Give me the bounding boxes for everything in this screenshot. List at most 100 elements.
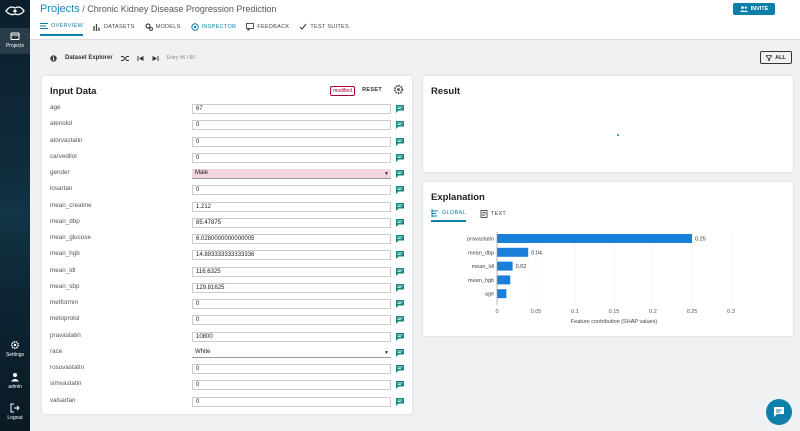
chat-support-button[interactable] (766, 399, 792, 425)
input-field-row-mean-hgb: mean_hgb 14.893333333333336 (50, 249, 404, 263)
category-label: mean_hgb (468, 278, 494, 284)
input-field-row-atenolol: atenolol 0 (50, 119, 404, 133)
input-losartan[interactable]: 0 (192, 185, 391, 196)
feedback-comment-icon[interactable] (396, 121, 404, 130)
test-suites-icon (299, 23, 307, 30)
field-label: age (50, 104, 61, 111)
feedback-comment-icon[interactable] (396, 202, 404, 211)
input-rosuvastatin[interactable]: 0 (192, 364, 391, 374)
feedback-comment-icon[interactable] (396, 348, 404, 357)
input-field-row-losartan: losartan 0 (50, 184, 404, 198)
filter-all-button[interactable]: ALL (760, 51, 792, 64)
input-mean-glucose[interactable]: 6.0280000000000005 (192, 234, 391, 244)
chevron-down-icon: ▼ (384, 349, 389, 356)
feedback-comment-icon[interactable] (396, 381, 404, 390)
feedback-icon (246, 23, 255, 31)
chat-icon (774, 407, 784, 417)
explanation-panel: Explanation GLOBAL TEXT 0 0.05 0.1 0.15 0.2 0… (423, 182, 793, 336)
shuffle-icon[interactable] (120, 55, 129, 62)
input-valsartan[interactable]: 0 (192, 396, 391, 407)
category-label: pravastatin (467, 237, 494, 243)
feedback-comment-icon[interactable] (396, 153, 404, 162)
bar-mean-hgb (497, 275, 511, 285)
input-mean-sbp[interactable]: 129.81625 (192, 282, 391, 293)
feedback-comment-icon[interactable] (396, 365, 404, 373)
sidebar-item-projects[interactable]: Projects (0, 28, 30, 54)
feedback-comment-icon[interactable] (396, 283, 404, 292)
field-label: atorvastatin (50, 136, 83, 144)
category-label: mean_dbp (468, 250, 494, 256)
tab-label: FEEDBACK (257, 24, 290, 30)
input-metformin[interactable]: 0 (192, 299, 391, 309)
input-field-row-mean-glucose: mean_glucose 6.0280000000000005 (50, 233, 404, 247)
input-field-row-age: age 67 (50, 103, 404, 117)
input-mean-creatine[interactable]: 1.212 (192, 201, 391, 212)
input-mean-hgb[interactable]: 14.893333333333336 (192, 250, 391, 261)
skip-previous-icon[interactable] (137, 55, 144, 62)
tab-global[interactable]: GLOBAL (431, 209, 466, 222)
feedback-comment-icon[interactable] (396, 137, 404, 146)
sidebar-item-label: Logout (7, 415, 23, 421)
list-icon (40, 23, 48, 29)
field-value: 0 (196, 154, 200, 161)
input-data-title: Input Data (50, 86, 97, 97)
reset-button[interactable]: RESET (362, 87, 382, 93)
shap-bar-chart: 0 0.05 0.1 0.15 0.2 0.25 0.3 pravastatin 0.25 mea… (467, 232, 735, 325)
feedback-comment-icon[interactable] (396, 397, 404, 406)
sidebar-item-label: Projects (5, 43, 25, 49)
invite-button[interactable]: INVITE (733, 3, 775, 15)
x-tick-label: 0.1 (571, 309, 579, 315)
feedback-comment-icon[interactable] (396, 251, 404, 260)
tab-label: DATASETS (103, 24, 135, 30)
bar-chart-icon (93, 24, 100, 31)
info-icon[interactable] (50, 54, 57, 62)
x-axis-title: Feature contribution (SHAP values) (571, 319, 658, 325)
feedback-comment-icon[interactable] (396, 218, 404, 227)
tab-overview[interactable]: OVERVIEW (40, 22, 83, 36)
feedback-comment-icon[interactable] (396, 300, 404, 308)
input-pravastatin[interactable]: 10800 (192, 331, 391, 342)
result-loading-dot (617, 134, 619, 136)
feedback-comment-icon[interactable] (396, 316, 404, 325)
giskard-logo-icon[interactable] (4, 4, 26, 18)
select-race[interactable]: White ▼ (192, 347, 391, 358)
field-label: race (50, 347, 63, 355)
tab-test-suites[interactable]: TEST SUITES (299, 22, 349, 36)
tab-models[interactable]: MODELS (144, 22, 181, 36)
field-value: 0 (196, 122, 200, 129)
gear-icon[interactable] (393, 84, 404, 95)
tab-inspector[interactable]: INSPECTOR (190, 22, 237, 36)
explanation-tabs: GLOBAL TEXT (431, 209, 506, 222)
input-field-row-simvastatin: simvastatin 0 (50, 379, 404, 393)
input-simvastatin[interactable]: 0 (192, 380, 391, 391)
feedback-comment-icon[interactable] (396, 332, 404, 341)
sidebar-item-settings[interactable]: Settings (0, 340, 30, 358)
input-field-row-carvedilol: carvedilol 0 (50, 152, 404, 166)
input-mean-dbp[interactable]: 85.47875 (192, 217, 391, 228)
tab-datasets[interactable]: DATASETS (93, 22, 135, 36)
user-icon (11, 373, 19, 382)
sidebar-item-label: Settings (5, 352, 25, 358)
tab-feedback[interactable]: FEEDBACK (246, 22, 289, 36)
breadcrumb-projects-link[interactable]: Projects (40, 3, 80, 15)
input-atorvastatin[interactable]: 0 (192, 136, 391, 147)
input-carvedilol[interactable]: 0 (192, 152, 391, 163)
input-atenolol[interactable]: 0 (192, 120, 391, 131)
select-gender[interactable]: Male ▼ (192, 169, 391, 179)
sidebar-item-admin[interactable]: admin (0, 372, 30, 390)
feedback-comment-icon[interactable] (396, 186, 404, 195)
feedback-comment-icon[interactable] (396, 235, 404, 243)
field-label: metoprolol (50, 315, 80, 323)
inspector-icon (190, 23, 199, 31)
sidebar-item-logout[interactable]: Logout (0, 403, 30, 421)
tab-label: MODELS (155, 24, 181, 30)
feedback-comment-icon[interactable] (396, 105, 404, 113)
tab-text[interactable]: TEXT (480, 209, 506, 222)
feedback-comment-icon[interactable] (396, 170, 404, 178)
input-mean-ldl[interactable]: 116.6325 (192, 266, 391, 277)
input-age[interactable]: 67 (192, 104, 391, 114)
field-value: 85.47875 (196, 219, 222, 226)
skip-next-icon[interactable] (152, 55, 159, 62)
feedback-comment-icon[interactable] (396, 267, 404, 276)
input-metoprolol[interactable]: 0 (192, 315, 391, 326)
